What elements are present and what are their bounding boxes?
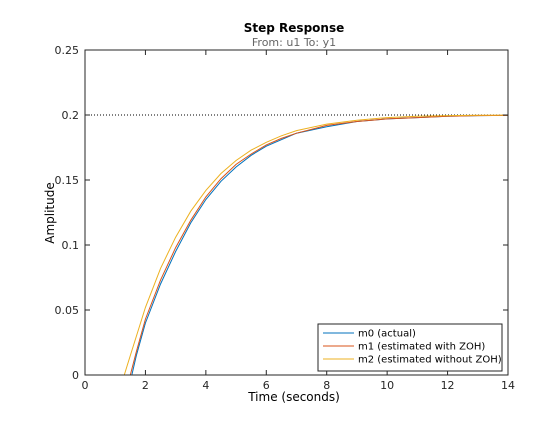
- x-tick-label: 12: [441, 379, 455, 392]
- series-line-2: [85, 114, 509, 376]
- x-tick-label: 10: [380, 379, 394, 392]
- legend-box: [317, 323, 503, 372]
- legend: m0 (actual) m1 (estimated with ZOH) m2 (es…: [317, 323, 503, 372]
- y-tick-label: 0.1: [62, 239, 80, 252]
- y-tick-label: 0.2: [62, 109, 80, 122]
- x-tick-label: 4: [202, 379, 209, 392]
- x-tick-label: 6: [263, 379, 270, 392]
- x-tick-label: 0: [82, 379, 89, 392]
- legend-entry-0: m0 (actual): [358, 329, 416, 340]
- y-tick-label: 0.25: [55, 44, 80, 57]
- series-line-1: [85, 114, 509, 376]
- x-tick-label: 2: [142, 379, 149, 392]
- x-tick-label: 8: [323, 379, 330, 392]
- legend-entry-2: m2 (estimated without ZOH): [358, 355, 502, 366]
- plot-area: [85, 50, 508, 375]
- x-axis-label: Time (seconds): [247, 390, 340, 404]
- tick-layer: 0 2 4 6 8 10 12 14 0 0.05 0.1 0.15 0.2 0.25: [55, 44, 516, 392]
- series-layer: [85, 114, 509, 376]
- y-tick-label: 0.05: [55, 304, 80, 317]
- y-tick-label: 0.15: [55, 174, 80, 187]
- axes-box: [84, 49, 509, 376]
- x-tick-label: 14: [501, 379, 515, 392]
- y-tick-label: 0: [72, 369, 79, 382]
- y-axis-label: Amplitude: [43, 182, 57, 244]
- axes-layer: [84, 49, 509, 376]
- chart-subtitle: From: u1 To: y1: [252, 36, 336, 49]
- plot-background: [85, 50, 508, 375]
- legend-entry-1: m1 (estimated with ZOH): [358, 342, 485, 353]
- chart-title: Step Response: [244, 21, 344, 35]
